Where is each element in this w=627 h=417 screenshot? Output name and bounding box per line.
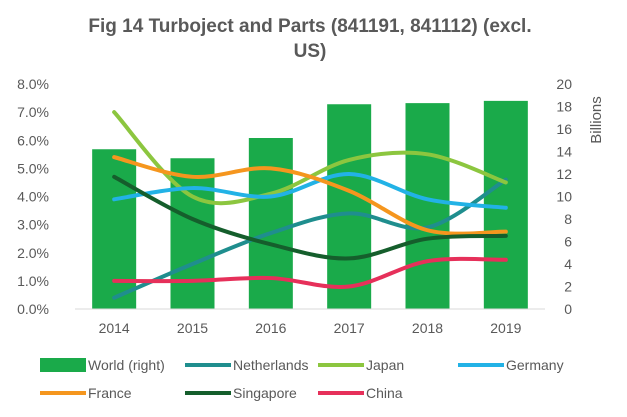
legend-label-japan: Japan bbox=[366, 357, 404, 373]
legend-label-china: China bbox=[366, 385, 403, 401]
x-axis-ticks: 2014 2015 2016 2017 2018 2019 bbox=[99, 320, 522, 336]
legend-label-france: France bbox=[88, 385, 132, 401]
line-germany bbox=[112, 171, 508, 210]
left-tick-label: 0.0% bbox=[17, 301, 49, 317]
right-tick-label: 16 bbox=[556, 121, 572, 137]
left-tick-label: 8.0% bbox=[17, 76, 49, 92]
right-axis-title: Billions bbox=[588, 96, 605, 144]
left-axis-ticks: 0.0% 1.0% 2.0% 3.0% 4.0% 5.0% 6.0% 7.0% 8.0% bbox=[17, 76, 49, 317]
x-tick-label: 2015 bbox=[177, 320, 208, 336]
x-tick-label: 2017 bbox=[334, 320, 365, 336]
x-tick-label: 2018 bbox=[412, 320, 443, 336]
right-tick-label: 6 bbox=[564, 234, 572, 250]
left-tick-label: 4.0% bbox=[17, 189, 49, 205]
right-tick-label: 14 bbox=[556, 144, 572, 160]
line-singapore bbox=[112, 174, 508, 261]
left-tick-label: 2.0% bbox=[17, 245, 49, 261]
bar-world-2016 bbox=[248, 138, 293, 309]
left-tick-label: 6.0% bbox=[17, 132, 49, 148]
right-tick-label: 8 bbox=[564, 211, 572, 227]
line-japan bbox=[112, 110, 508, 206]
right-tick-label: 2 bbox=[564, 279, 572, 295]
right-tick-label: 18 bbox=[556, 99, 572, 115]
legend-label-germany: Germany bbox=[506, 357, 564, 373]
bar-world-2014 bbox=[92, 149, 137, 309]
line-france bbox=[112, 155, 508, 236]
left-tick-label: 5.0% bbox=[17, 160, 49, 176]
legend-swatch-world-right bbox=[40, 358, 86, 372]
right-tick-label: 10 bbox=[556, 189, 572, 205]
left-tick-label: 3.0% bbox=[17, 217, 49, 233]
chart-title-line-1: Fig 14 Turboject and Parts (841191, 8411… bbox=[88, 16, 531, 37]
x-tick-label: 2019 bbox=[490, 320, 521, 336]
x-tick-label: 2016 bbox=[255, 320, 286, 336]
bar-world-2017 bbox=[327, 104, 372, 309]
x-tick-label: 2014 bbox=[99, 320, 130, 336]
chart-title-line-2: US) bbox=[294, 41, 327, 62]
legend: World (right) Netherlands Japan Germany Fran… bbox=[40, 357, 564, 401]
legend-label-netherlands: Netherlands bbox=[233, 357, 309, 373]
right-axis-ticks: 0 2 4 6 8 10 12 14 16 18 20 bbox=[556, 76, 572, 317]
right-tick-label: 12 bbox=[556, 166, 572, 182]
line-netherlands bbox=[112, 177, 508, 300]
right-tick-label: 20 bbox=[556, 76, 572, 92]
right-tick-label: 4 bbox=[564, 256, 572, 272]
left-tick-label: 1.0% bbox=[17, 273, 49, 289]
bar-world-2015 bbox=[170, 158, 215, 309]
legend-label-singapore: Singapore bbox=[233, 385, 297, 401]
bar-world-2018 bbox=[405, 103, 450, 309]
plot-area bbox=[75, 100, 545, 310]
right-tick-label: 0 bbox=[564, 301, 572, 317]
line-china bbox=[112, 256, 508, 289]
left-tick-label: 7.0% bbox=[17, 104, 49, 120]
legend-label-world-right: World (right) bbox=[88, 357, 165, 373]
